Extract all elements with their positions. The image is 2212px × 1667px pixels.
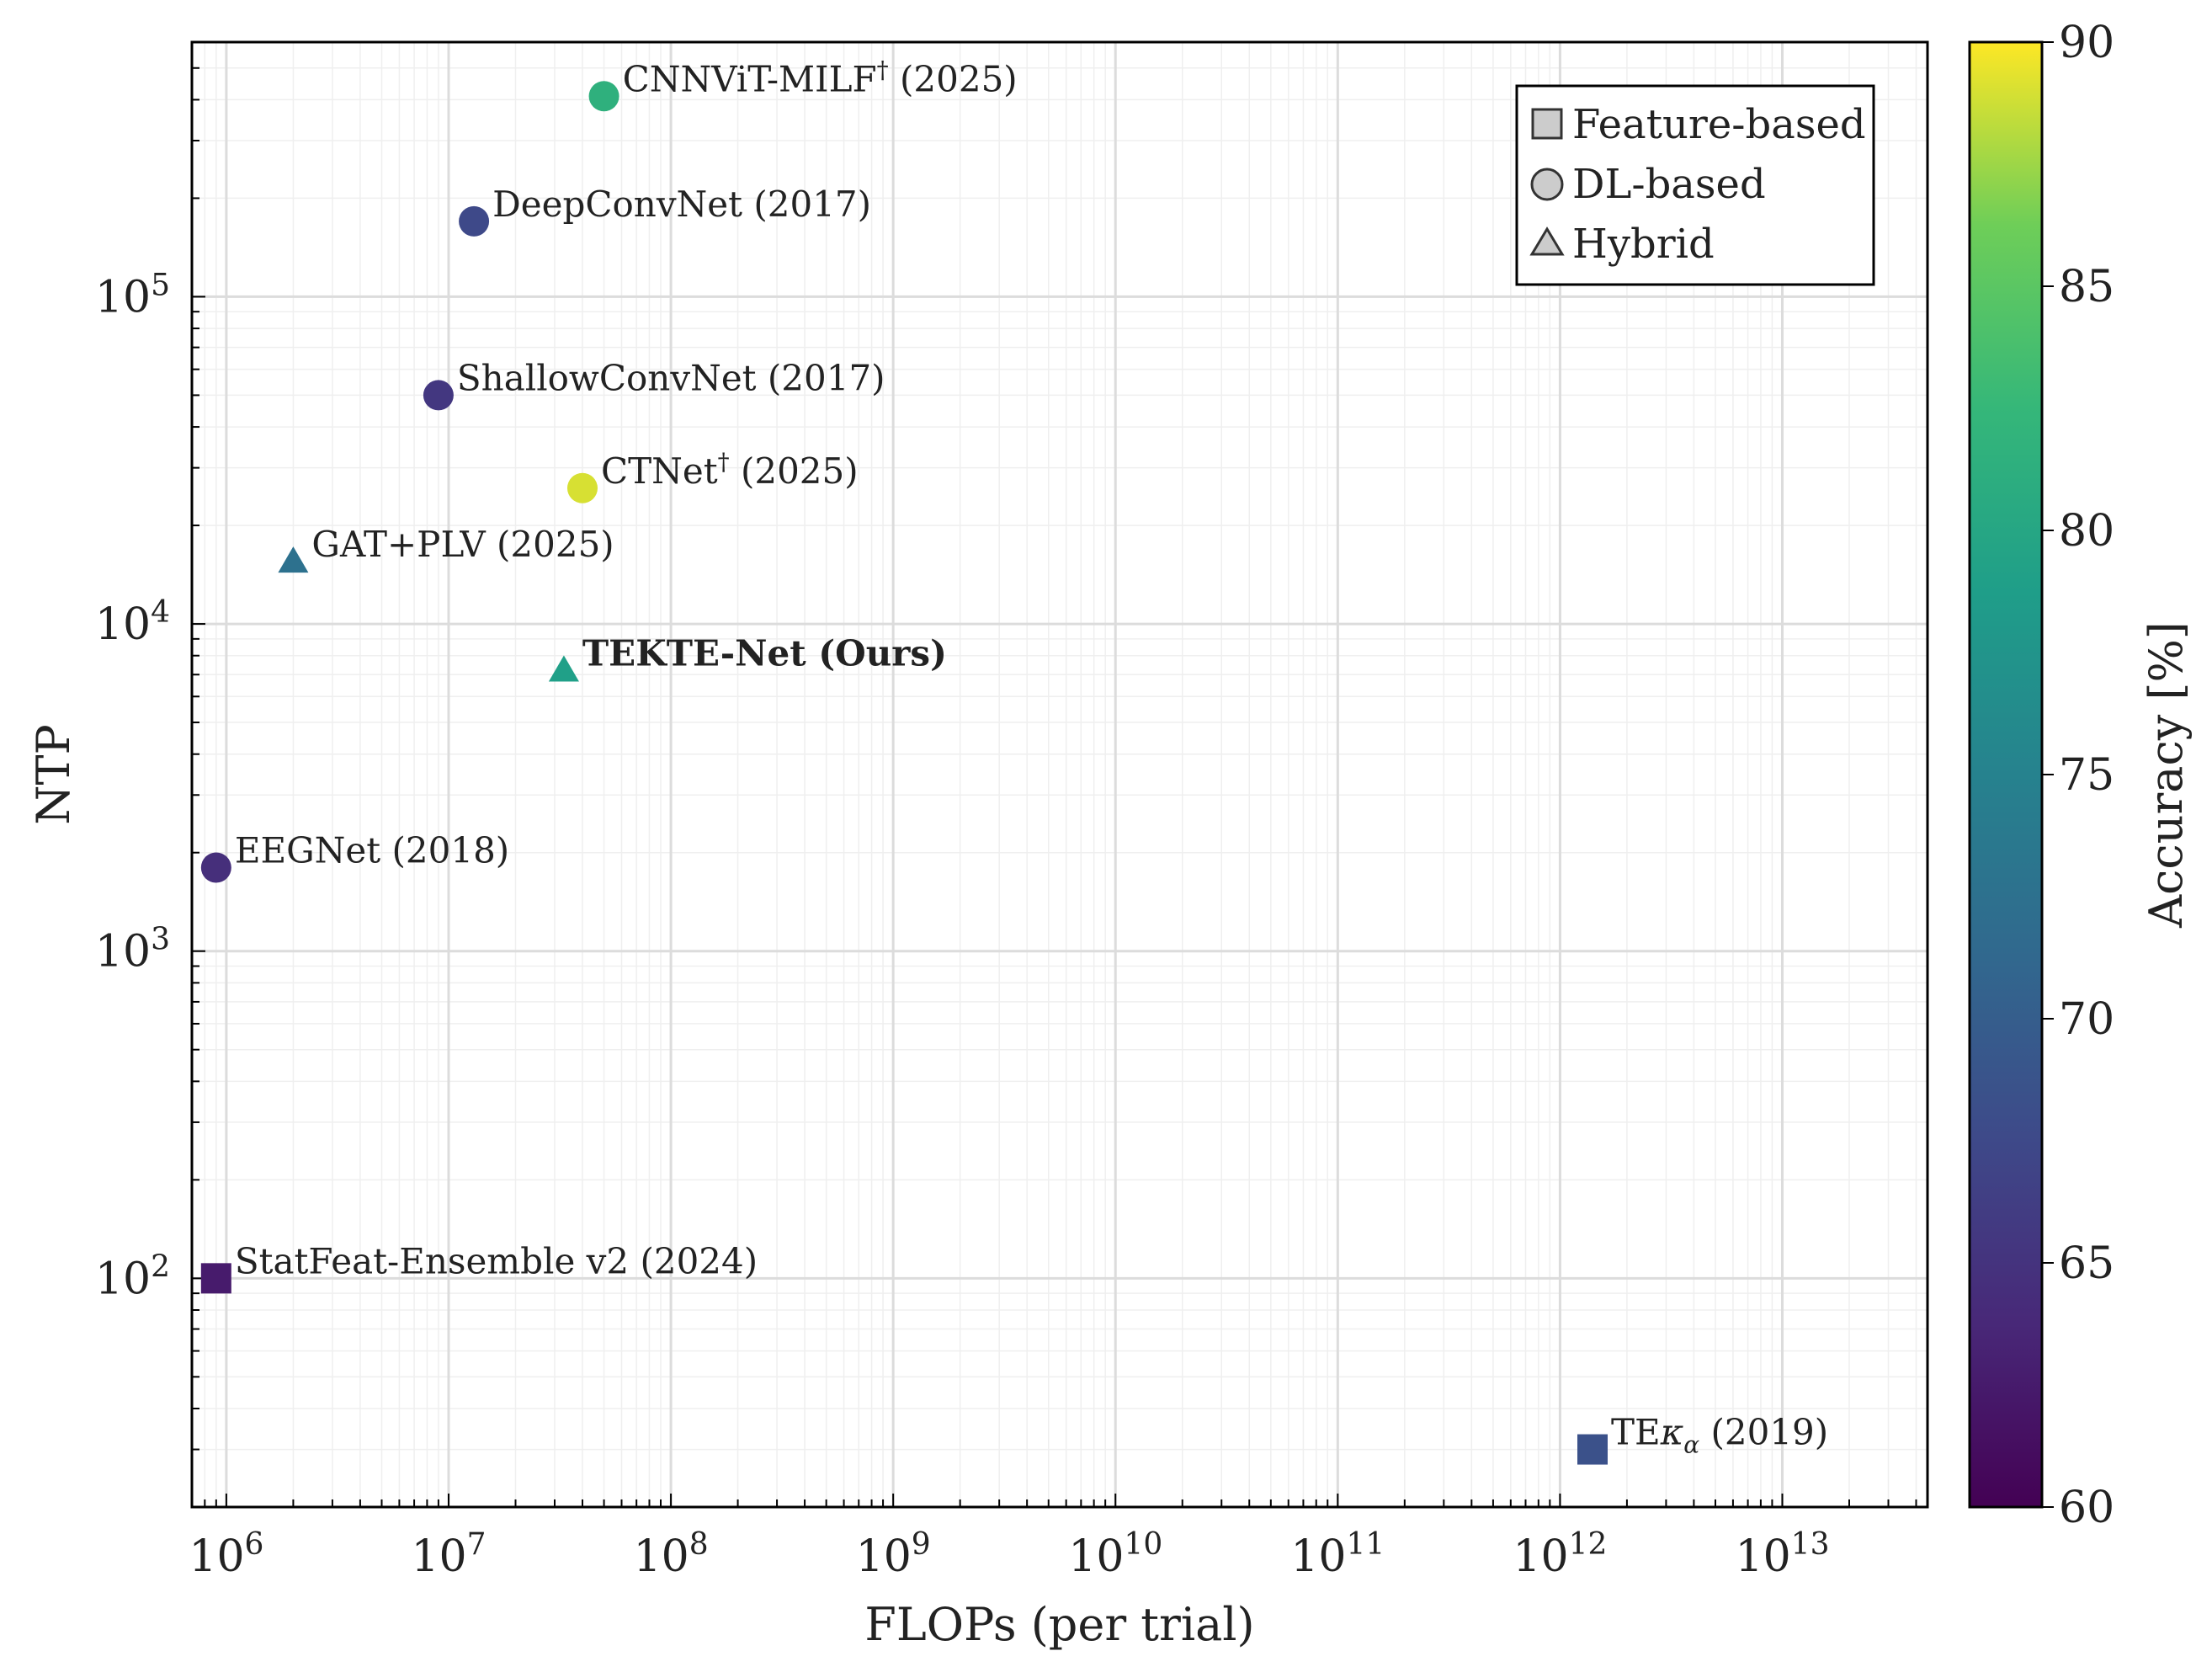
major-grid <box>192 42 1928 1507</box>
colorbar-tick-label: 70 <box>2059 994 2114 1045</box>
y-tick-label: 102 <box>95 1249 170 1304</box>
y-tick-label: 104 <box>95 595 170 650</box>
legend-triangle-marker <box>1529 226 1565 256</box>
point-label-2: ShallowConvNet (2017) <box>457 357 885 398</box>
legend-label-feature-based: Feature-based <box>1572 101 1866 148</box>
data-point-tekte-net-ours <box>548 655 579 682</box>
y-axis-label: NTP <box>27 724 80 825</box>
legend-label-dl-based: DL-based <box>1572 161 1766 208</box>
legend-label-hybrid: Hybrid <box>1572 221 1715 268</box>
y-tick-label: 103 <box>95 923 170 977</box>
data-point-gat-plv-2025 <box>278 546 309 573</box>
colorbar-tick-label: 80 <box>2059 506 2114 557</box>
data-point-ctnet <box>566 472 598 503</box>
x-tick-label: 1011 <box>1290 1527 1385 1582</box>
x-axis-ticks: 106 107 108 109 1010 1011 1012 1013 <box>189 1494 1917 1582</box>
point-label-4: GAT+PLV (2025) <box>311 524 614 565</box>
point-label-7: StatFeat-Ensemble v2 (2024) <box>235 1240 758 1281</box>
plot-frame <box>190 40 1929 1509</box>
x-tick-label: 1013 <box>1736 1527 1830 1582</box>
colorbar-tick-label: 90 <box>2059 18 2114 68</box>
data-point-eegnet-2018 <box>200 852 231 883</box>
x-axis-label: FLOPs (per trial) <box>864 1598 1254 1651</box>
point-label-0: CNNViT-MILF† (2025) <box>623 56 1018 99</box>
x-tick-label: 106 <box>189 1527 263 1582</box>
colorbar-tick-label: 60 <box>2059 1483 2114 1533</box>
point-label-1: DeepConvNet (2017) <box>492 184 871 225</box>
x-tick-label: 109 <box>856 1527 931 1582</box>
colorbar-tick-label: 85 <box>2059 262 2114 312</box>
point-label-8: TEκα (2019) <box>1611 1412 1828 1459</box>
data-point-cnnvit-milf <box>588 81 619 112</box>
colorbar-tick-label: 75 <box>2059 750 2114 801</box>
data-point-shallowconvnet-2017 <box>423 380 454 411</box>
point-label-3: CTNet† (2025) <box>601 448 859 492</box>
x-tick-label: 1012 <box>1513 1527 1607 1582</box>
legend-circle-marker <box>1530 168 1564 201</box>
x-tick-label: 108 <box>634 1527 709 1582</box>
colorbar-gradient <box>1968 40 2044 1509</box>
colorbar-tick-label: 65 <box>2059 1238 2114 1289</box>
colorbar-label: Accuracy [%] <box>2140 621 2193 929</box>
colorbar: 60 65 70 75 80 85 90 Accuracy [%] <box>1968 18 2193 1533</box>
data-point-te <box>1577 1434 1608 1465</box>
y-tick-label: 105 <box>95 268 170 322</box>
data-point-statfeat-ensemble-v2-2024 <box>200 1263 231 1294</box>
y-axis-ticks: 102 103 104 105 <box>95 41 205 1508</box>
colorbar-ticks: 60 65 70 75 80 85 90 <box>2042 18 2114 1533</box>
legend-box <box>1515 84 1875 286</box>
legend-square-marker <box>1531 108 1563 140</box>
x-tick-label: 1010 <box>1068 1527 1162 1582</box>
point-label-5: TEKTE-Net (Ours) <box>582 633 947 674</box>
data-points <box>200 81 1608 1465</box>
point-label-6: EEGNet (2018) <box>235 829 509 871</box>
data-point-deepconvnet-2017 <box>459 205 490 237</box>
legend: Feature-based DL-based Hybrid <box>1515 84 1875 286</box>
data-point-labels: CNNViT-MILF† (2025) DeepConvNet (2017) Sha… <box>235 56 1828 1458</box>
x-tick-label: 107 <box>411 1527 486 1582</box>
